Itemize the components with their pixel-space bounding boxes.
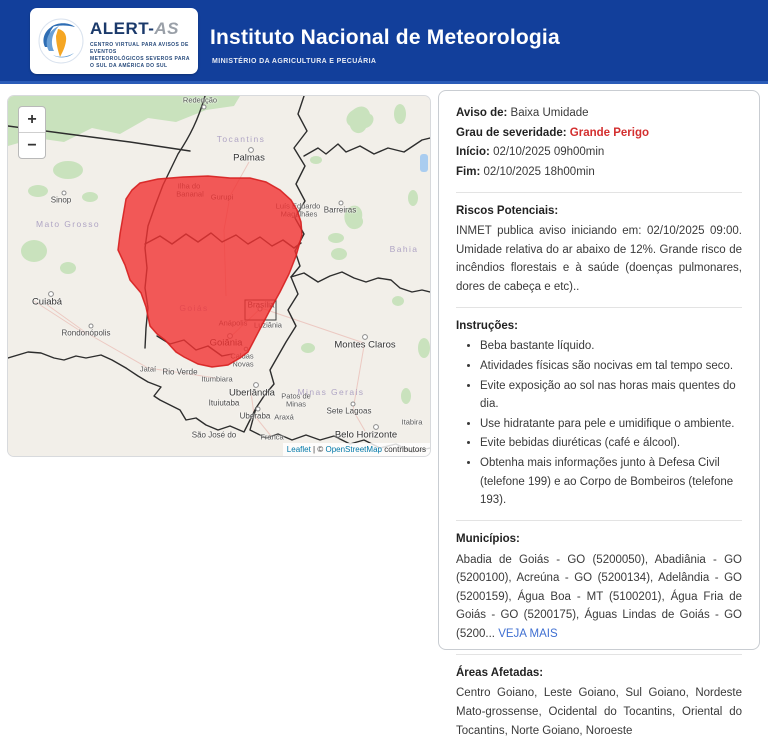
- section-divider: [456, 306, 742, 308]
- severidade-label: Grau de severidade:: [456, 126, 567, 139]
- areas-text: Centro Goiano, Leste Goiano, Sul Goiano,…: [456, 687, 742, 737]
- fim-value: 02/10/2025 18h00min: [480, 165, 595, 178]
- section-divider: [456, 191, 742, 193]
- riscos-text: INMET publica aviso iniciando em: 02/10/…: [456, 225, 742, 293]
- inicio-label: Início:: [456, 146, 490, 159]
- osm-link[interactable]: OpenStreetMap: [325, 445, 382, 454]
- section-divider: [456, 519, 742, 521]
- instruction-item: Beba bastante líquido.: [480, 337, 742, 356]
- map-zoom-control: + −: [18, 106, 46, 159]
- municipios-text: Abadia de Goiás - GO (5200050), Abadiâni…: [456, 551, 742, 644]
- map-lake: [420, 154, 428, 172]
- map-canvas[interactable]: [8, 96, 430, 456]
- aviso-line: Aviso de: Baixa Umidade: [456, 104, 742, 123]
- aviso-label: Aviso de:: [456, 107, 508, 119]
- alert-info-panel: Aviso de: Baixa Umidade Grau de severida…: [438, 90, 760, 737]
- severity-badge: Grande Perigo: [566, 126, 650, 139]
- fim-line: Fim: 02/10/2025 18h00min: [456, 163, 742, 182]
- inicio-line: Início: 02/10/2025 09h00min: [456, 143, 742, 162]
- zoom-out-button[interactable]: −: [27, 137, 37, 154]
- instruction-item: Obtenha mais informações junto à Defesa …: [480, 454, 742, 510]
- page-subtitle: MINISTÉRIO DA AGRICULTURA E PECUÁRIA: [212, 58, 377, 65]
- attribution-suffix: contributors: [381, 445, 426, 454]
- page-title: Instituto Nacional de Meteorologia: [210, 26, 560, 49]
- leaflet-link[interactable]: Leaflet: [286, 445, 311, 454]
- veja-mais-link[interactable]: VEJA MAIS: [498, 628, 558, 640]
- alertas-globe-icon: [38, 18, 84, 64]
- zoom-in-button[interactable]: +: [19, 107, 45, 133]
- municipios-title: Municípios:: [456, 532, 520, 545]
- areas-title: Áreas Afetadas:: [456, 666, 544, 679]
- attribution-copyright: ©: [317, 445, 326, 454]
- instruction-item: Use hidratante para pele e umidifique o …: [480, 415, 742, 434]
- map-forest-patches: [8, 96, 430, 404]
- alertas-logo-title: ALERT-AS: [90, 19, 180, 38]
- alertas-logo[interactable]: ALERT-AS CENTRO VIRTUAL PARA AVISOS DE E…: [30, 8, 198, 74]
- header-bar: ALERT-AS CENTRO VIRTUAL PARA AVISOS DE E…: [0, 0, 768, 84]
- fim-label: Fim:: [456, 165, 481, 178]
- riscos-title: Riscos Potenciais:: [456, 204, 559, 217]
- instruction-item: Atividades físicas são nocivas em tal te…: [480, 357, 742, 376]
- section-divider: [456, 653, 742, 655]
- instruction-item: Evite bebidas diuréticas (café e álcool)…: [480, 434, 742, 453]
- aviso-value: Baixa Umidade: [507, 107, 589, 119]
- alertas-logo-subtitle-2: METEOROLÓGICOS SEVEROS PARA O SUL DA AMÉ…: [90, 56, 190, 69]
- instrucoes-title: Instruções:: [456, 319, 518, 332]
- attribution-separator: |: [310, 445, 318, 454]
- instruction-item: Evite exposição ao sol nas horas mais qu…: [480, 377, 742, 414]
- map-attribution: Leaflet | © OpenStreetMap contributors: [282, 443, 430, 456]
- alert-as-page: { "colors": { "header_blue": "#123f9b", …: [0, 0, 768, 521]
- instrucoes-list: Beba bastante líquido. Atividades física…: [456, 337, 742, 510]
- alert-map[interactable]: Redenção Tocantins Palmas Ilha do Banana…: [8, 96, 430, 456]
- alertas-logo-subtitle-1: CENTRO VIRTUAL PARA AVISOS DE EVENTOS: [90, 42, 189, 55]
- severidade-line: Grau de severidade: Grande Perigo: [456, 124, 742, 143]
- inicio-value: 02/10/2025 09h00min: [489, 146, 605, 159]
